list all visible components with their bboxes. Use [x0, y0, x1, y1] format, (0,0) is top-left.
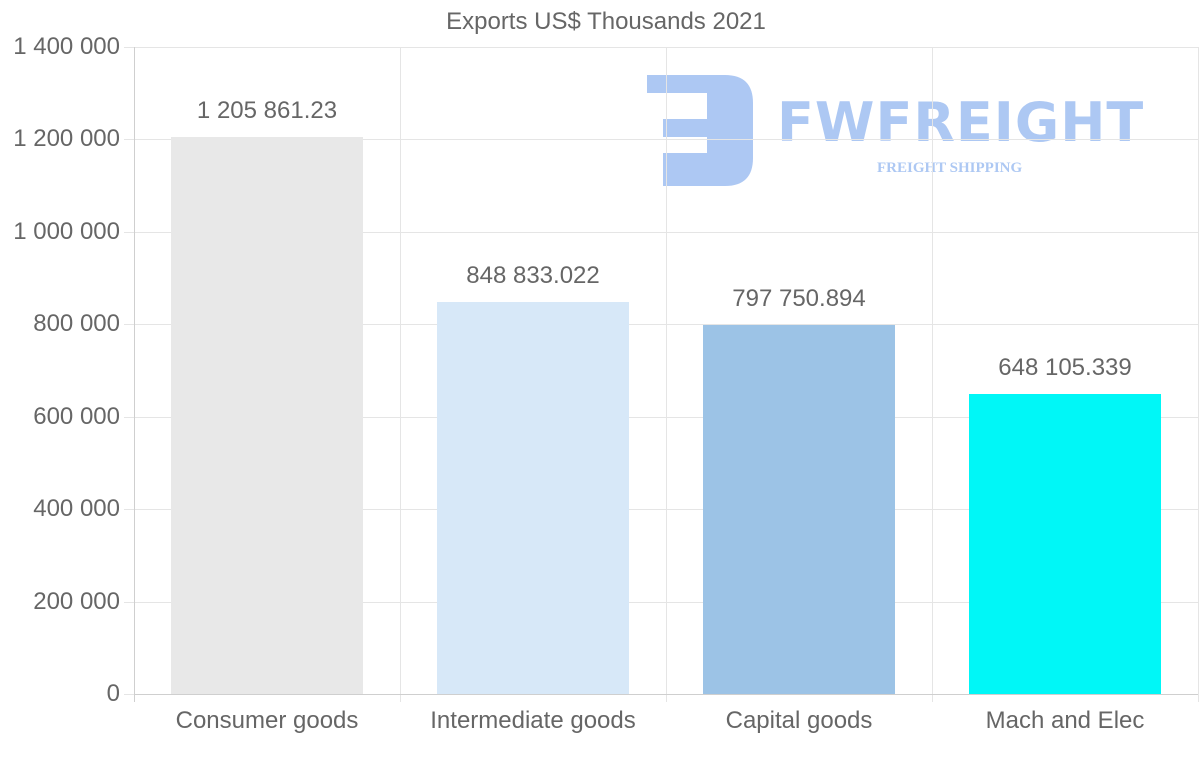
y-axis-line: [134, 47, 135, 702]
y-axis-tick-label: 600 000: [33, 402, 120, 430]
y-axis-tick-label: 800 000: [33, 310, 120, 338]
y-tick: [124, 47, 134, 48]
bar-consumer-goods: [171, 136, 363, 694]
y-tick: [124, 509, 134, 511]
chart-title: Exports US$ Thousands 2021: [446, 8, 766, 35]
y-axis-tick-label: 1 400 000: [13, 33, 120, 60]
grid-line-vertical: [1198, 47, 1199, 702]
y-axis-tick-label: 400 000: [33, 495, 120, 523]
bar-value-label: 648 105.339: [998, 354, 1132, 382]
y-axis-tick-label: 200 000: [33, 587, 120, 615]
y-tick: [124, 324, 134, 326]
plot-area: 0 200 000 400 000 600 000 800 000 1 000 000 1 …: [13, 33, 1199, 734]
y-axis-tick-label: 0: [106, 680, 120, 707]
grid-line-vertical: [666, 47, 667, 702]
y-tick: [124, 416, 134, 418]
bar-value-label: 797 750.894: [732, 285, 866, 313]
bar-capital-goods: [703, 325, 895, 694]
y-tick: [124, 139, 134, 141]
y-axis-tick-label: 1 200 000: [13, 125, 120, 153]
grid-line-vertical: [400, 47, 401, 702]
x-axis-line: [134, 694, 1198, 695]
bar-intermediate-goods: [437, 301, 629, 694]
x-axis-category-label: Mach and Elec: [985, 707, 1145, 734]
y-axis-tick-label: 1 000 000: [13, 217, 120, 245]
y-tick: [124, 231, 134, 233]
y-tick: [124, 694, 134, 695]
bar-value-label: 848 833.022: [466, 261, 600, 289]
bar-mach-and-elec: [969, 394, 1161, 694]
x-axis-category-label: Consumer goods: [175, 707, 359, 734]
bar-value-label: 1 205 861.23: [196, 96, 338, 124]
y-tick: [124, 601, 134, 603]
grid-line-vertical: [932, 47, 933, 702]
x-axis-category-label: Intermediate goods: [430, 707, 636, 734]
x-axis-category-label: Capital goods: [725, 707, 873, 734]
